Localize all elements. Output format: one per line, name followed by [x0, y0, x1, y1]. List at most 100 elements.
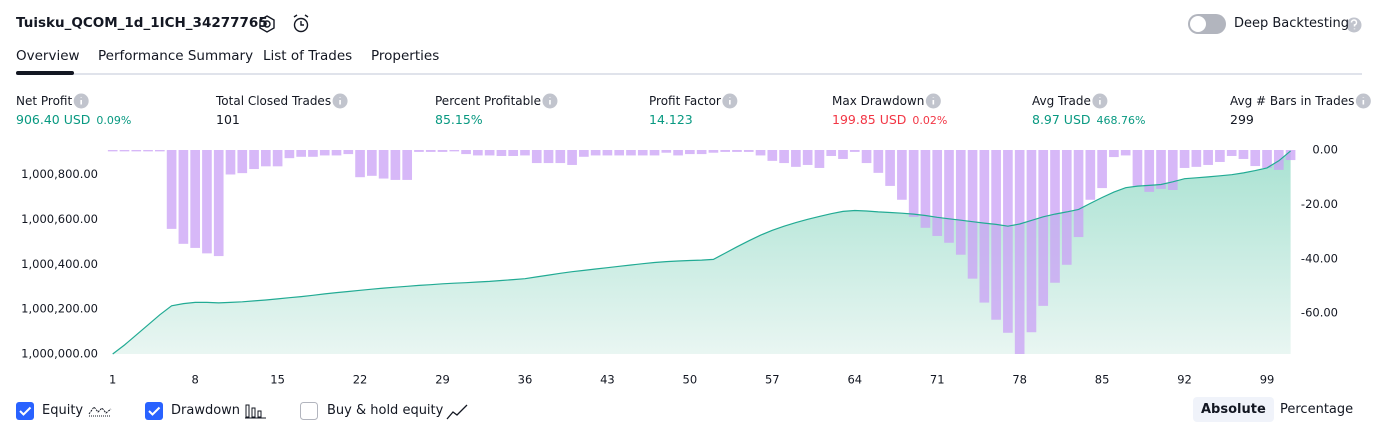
drawdown-bar — [414, 150, 424, 152]
drawdown-bar — [508, 150, 519, 156]
checkbox-drawdown[interactable] — [145, 402, 163, 420]
info-icon[interactable] — [332, 93, 348, 109]
drawdown-bar — [319, 150, 330, 156]
help-icon[interactable] — [1346, 17, 1362, 33]
drawdown-bar — [567, 150, 577, 165]
info-icon[interactable] — [722, 93, 738, 109]
x-tick-label: 64 — [847, 373, 862, 387]
drawdown-bar — [1226, 150, 1237, 156]
metric-label: Avg Trade — [1032, 94, 1091, 108]
drawdown-bar — [1109, 150, 1119, 158]
alert-icon[interactable] — [293, 14, 309, 33]
tab[interactable]: List of Trades — [263, 48, 353, 64]
drawdown-bar — [802, 150, 813, 165]
drawdown-bar — [1167, 150, 1178, 190]
info-icon[interactable] — [1355, 93, 1371, 109]
strategy-title: Tuisku_QCOM_1d_1ICH_34277765 — [16, 15, 268, 31]
drawdown-bar — [673, 150, 683, 156]
tab[interactable]: Properties — [371, 48, 440, 64]
x-tick-label: 85 — [1095, 373, 1110, 387]
drawdown-bar — [908, 150, 919, 217]
settings-icon[interactable] — [259, 15, 275, 33]
drawdown-bar — [261, 150, 271, 167]
metric-label: Profit Factor — [649, 94, 721, 108]
legend-label[interactable]: Equity — [42, 403, 84, 418]
equity-area — [112, 150, 1291, 354]
info-icon[interactable] — [542, 93, 558, 109]
x-tick-label: 22 — [353, 373, 368, 387]
legend-label[interactable]: Buy & hold equity — [327, 403, 444, 418]
drawdown-bar — [932, 150, 943, 236]
drawdown-bar — [531, 150, 542, 164]
drawdown-bar — [449, 150, 460, 152]
mode-button[interactable]: Absolute — [1193, 397, 1274, 422]
x-tick-label: 36 — [518, 373, 533, 387]
y2-tick-label: 0.00 — [1312, 143, 1338, 157]
drawdown-bar — [1132, 150, 1143, 186]
drawdown-bar — [720, 150, 731, 152]
active-tab-underline — [16, 71, 74, 75]
drawdown-icon — [245, 404, 266, 419]
drawdown-bar — [166, 150, 177, 229]
metric-value: 299 — [1230, 112, 1254, 128]
drawdown-bar — [626, 150, 636, 156]
metric-value-text: 85.15% — [435, 112, 483, 127]
drawdown-bar — [402, 150, 413, 180]
drawdown-bar — [732, 150, 742, 152]
y2-tick-label: -60.00 — [1301, 306, 1338, 320]
info-icon[interactable] — [73, 93, 89, 109]
x-tick-label: 8 — [191, 373, 198, 387]
checkbox-buy-hold[interactable] — [300, 402, 318, 420]
drawdown-bar — [944, 150, 954, 243]
drawdown-bar — [602, 150, 613, 156]
metric-value: 199.85 USD 0.02% — [832, 112, 947, 128]
drawdown-bar — [496, 150, 507, 156]
metric-value: 8.97 USD 468.76% — [1032, 112, 1145, 128]
metric-label: Net Profit — [16, 94, 73, 108]
drawdown-bar — [119, 150, 130, 152]
drawdown-bar — [331, 150, 342, 156]
x-tick-label: 1 — [109, 373, 116, 387]
drawdown-bar — [791, 150, 801, 167]
drawdown-bar — [1061, 150, 1072, 265]
x-tick-label: 43 — [600, 373, 615, 387]
drawdown-bar — [838, 150, 848, 159]
metric-change: 0.09% — [96, 114, 132, 127]
drawdown-bar — [826, 150, 837, 156]
drawdown-bar — [1026, 150, 1037, 333]
drawdown-bar — [708, 150, 719, 153]
drawdown-bar — [237, 150, 248, 174]
metric-value: 14.123 — [649, 112, 693, 128]
y2-tick-label: -20.00 — [1301, 197, 1338, 211]
y-tick-label: 1,000,600.00 — [21, 212, 98, 226]
checkbox-equity[interactable] — [16, 402, 34, 420]
drawdown-bar — [1156, 150, 1166, 189]
drawdown-bar — [555, 150, 566, 164]
drawdown-bar — [1285, 150, 1296, 161]
metric-label: Max Drawdown — [832, 94, 925, 108]
drawdown-bar — [743, 150, 754, 152]
drawdown-bar — [143, 150, 153, 152]
tab[interactable]: Performance Summary — [98, 48, 254, 64]
drawdown-bar — [1097, 150, 1107, 189]
x-tick-label: 57 — [765, 373, 780, 387]
drawdown-bar — [1191, 150, 1202, 167]
mode-button[interactable]: Percentage — [1280, 402, 1354, 417]
drawdown-bar — [1038, 150, 1049, 306]
drawdown-bar — [1250, 150, 1261, 167]
drawdown-bar — [107, 150, 118, 152]
drawdown-bar — [861, 150, 872, 164]
deep-backtesting-label[interactable]: Deep Backtesting — [1234, 16, 1350, 31]
drawdown-bar — [696, 150, 707, 155]
drawdown-bar — [131, 150, 142, 152]
legend-label[interactable]: Drawdown — [171, 403, 241, 418]
metric-label: Percent Profitable — [435, 94, 541, 108]
drawdown-bar — [1215, 150, 1225, 162]
drawdown-bar — [1073, 150, 1084, 238]
tab[interactable]: Overview — [16, 48, 80, 64]
drawdown-bar — [979, 150, 990, 303]
info-icon[interactable] — [1092, 93, 1108, 109]
info-icon[interactable] — [925, 93, 941, 109]
drawdown-bar — [154, 150, 165, 152]
drawdown-bar — [755, 150, 766, 156]
